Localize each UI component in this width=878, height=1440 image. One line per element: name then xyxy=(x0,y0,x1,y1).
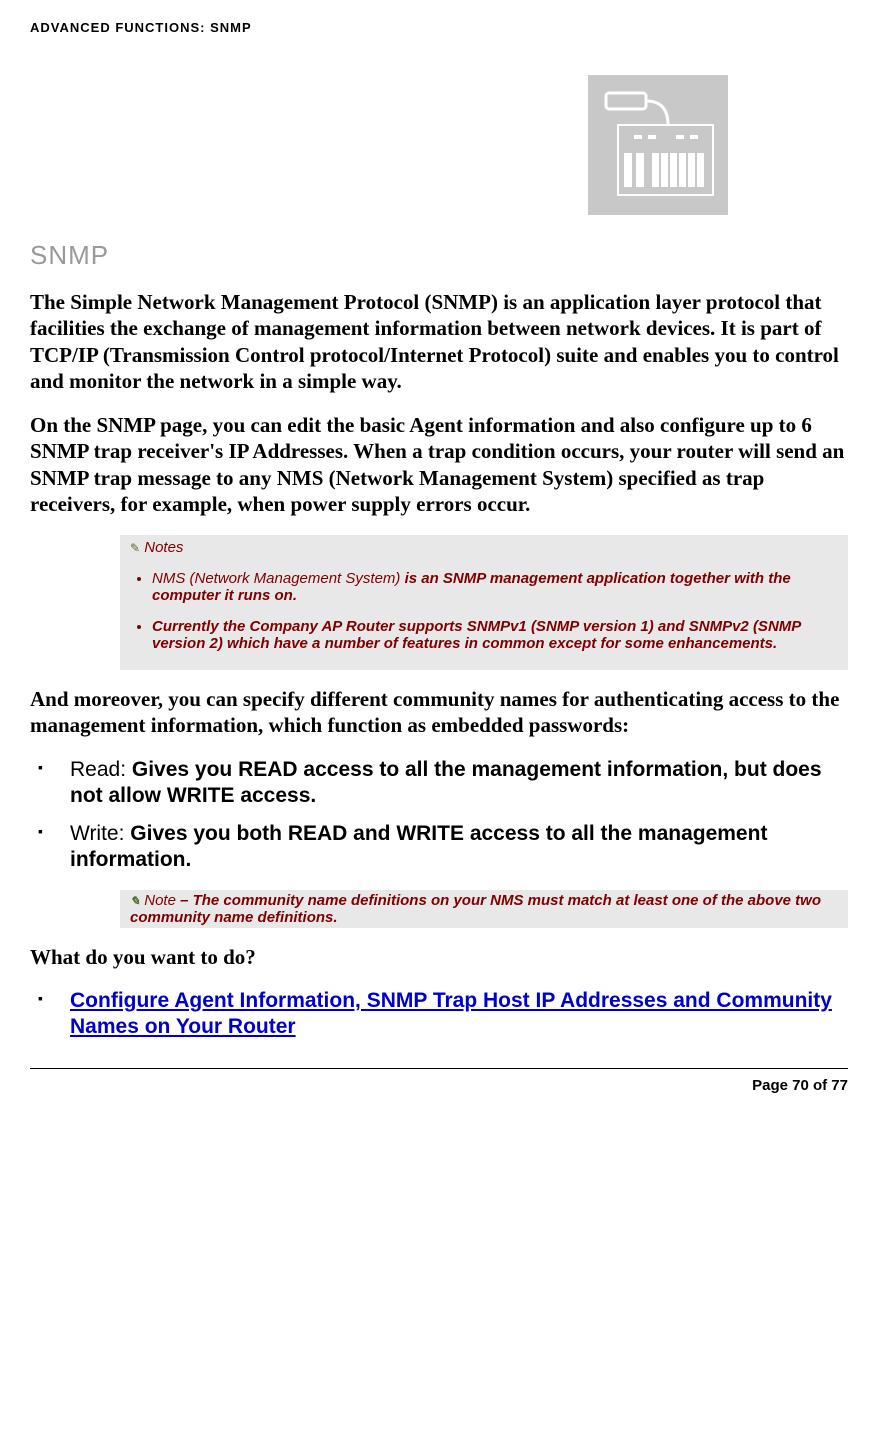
community-list: Read: Gives you READ access to all the m… xyxy=(30,757,848,874)
action-item: Configure Agent Information, SNMP Trap H… xyxy=(30,988,848,1041)
paragraph-2: On the SNMP page, you can edit the basic… xyxy=(30,412,848,517)
router-image xyxy=(588,75,728,215)
paragraph-3: And moreover, you can specify different … xyxy=(30,686,848,739)
note-box-2: ✎ Note – The community name definitions … xyxy=(120,890,848,928)
page-header: ADVANCED FUNCTIONS: SNMP xyxy=(30,20,848,35)
community-read: Read: Gives you READ access to all the m… xyxy=(30,757,848,810)
section-title: SNMP xyxy=(30,240,848,271)
paragraph-1: The Simple Network Management Protocol (… xyxy=(30,289,848,394)
action-list: Configure Agent Information, SNMP Trap H… xyxy=(30,988,848,1041)
notes-box: ✎ Notes NMS (Network Management System) … xyxy=(120,535,848,670)
notes-title: Notes xyxy=(144,539,183,556)
router-image-wrap xyxy=(30,75,728,220)
write-text: Gives you both READ and WRITE access to … xyxy=(70,822,767,871)
community-write: Write: Gives you both READ and WRITE acc… xyxy=(30,821,848,874)
pencil-icon-2: ✎ xyxy=(130,894,140,908)
read-label: Read: xyxy=(70,758,132,781)
notes-item-1: NMS (Network Management System) is an SN… xyxy=(152,570,838,604)
write-label: Write: xyxy=(70,822,130,845)
note2-text: – The community name definitions on your… xyxy=(130,892,821,926)
note2-prefix: Note xyxy=(144,892,176,909)
notes-item-2: Currently the Company AP Router supports… xyxy=(152,618,838,652)
question: What do you want to do? xyxy=(30,944,848,970)
configure-link[interactable]: Configure Agent Information, SNMP Trap H… xyxy=(70,989,832,1038)
footer-rule xyxy=(30,1068,848,1069)
page-footer: Page 70 of 77 xyxy=(30,1077,848,1094)
read-text: Gives you READ access to all the managem… xyxy=(70,758,822,807)
pencil-icon: ✎ xyxy=(130,541,140,555)
notes-item-1-light: NMS (Network Management System) xyxy=(152,570,405,587)
